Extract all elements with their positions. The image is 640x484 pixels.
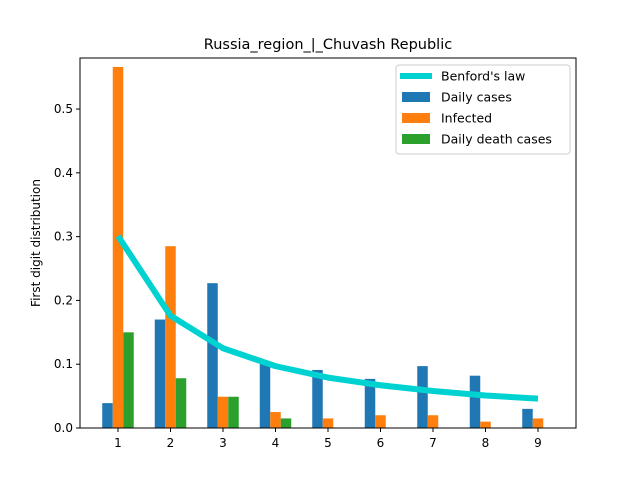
bar-daily-cases-4 <box>259 362 271 428</box>
y-axis-label: First digit distribution <box>29 179 43 307</box>
bar-daily-death-cases-1 <box>123 332 134 428</box>
bar-infected-9 <box>532 418 544 428</box>
bar-daily-death-cases-2 <box>175 378 187 428</box>
bar-infected-2 <box>165 246 176 428</box>
bar-daily-cases-8 <box>469 375 481 428</box>
bars-group <box>102 66 544 429</box>
legend-label-benford: Benford's law <box>441 69 525 84</box>
legend-label-2: Daily death cases <box>441 132 552 147</box>
y-tick-label: 0.5 <box>54 102 73 116</box>
x-tick-label: 8 <box>482 436 490 450</box>
y-tick-label: 0.1 <box>54 357 73 371</box>
bar-daily-cases-5 <box>312 369 323 428</box>
benford-line-group <box>115 234 539 402</box>
bar-infected-6 <box>375 415 386 428</box>
x-tick-label: 6 <box>377 436 385 450</box>
bar-infected-7 <box>427 415 439 428</box>
benford-line <box>115 234 539 402</box>
x-tick-label: 2 <box>167 436 175 450</box>
bar-daily-death-cases-4 <box>280 418 292 428</box>
bar-daily-death-cases-3 <box>228 396 239 428</box>
plot-frame <box>79 57 577 429</box>
bar-daily-cases-6 <box>364 378 376 428</box>
bar-infected-8 <box>480 421 491 428</box>
legend-box <box>395 64 571 155</box>
x-tick-label: 5 <box>324 436 332 450</box>
legend-swatch-2 <box>402 134 430 144</box>
legend-label-0: Daily cases <box>441 90 512 105</box>
bar-infected-4 <box>270 412 281 428</box>
x-tick-label: 4 <box>272 436 280 450</box>
y-axis: 0.0 0.1 0.2 0.3 0.4 0.5 <box>54 102 80 435</box>
bar-infected-1 <box>112 66 124 429</box>
legend-swatch-1 <box>402 113 430 123</box>
legend-swatch-0 <box>402 92 430 102</box>
bar-daily-cases-9 <box>522 408 533 428</box>
bar-daily-cases-3 <box>207 283 218 428</box>
legend-label-1: Infected <box>441 111 492 126</box>
bar-daily-cases-7 <box>417 366 428 428</box>
x-tick-label: 1 <box>114 436 122 450</box>
legend: Benford's law Daily cases Infected Daily de… <box>395 64 571 155</box>
y-tick-label: 0.0 <box>54 421 73 435</box>
x-tick-label: 7 <box>429 436 437 450</box>
bar-daily-cases-2 <box>154 319 166 428</box>
bar-infected-5 <box>322 418 334 428</box>
y-tick-label: 0.4 <box>54 166 73 180</box>
bar-daily-cases-1 <box>102 403 113 428</box>
bar-infected-3 <box>217 396 229 428</box>
x-tick-label: 9 <box>534 436 542 450</box>
y-tick-label: 0.3 <box>54 230 73 244</box>
y-tick-label: 0.2 <box>54 293 73 307</box>
x-tick-label: 3 <box>219 436 227 450</box>
chart-title: Russia_region_|_Chuvash Republic <box>204 37 452 53</box>
x-axis: 1 2 3 4 5 6 7 8 9 <box>114 428 542 450</box>
